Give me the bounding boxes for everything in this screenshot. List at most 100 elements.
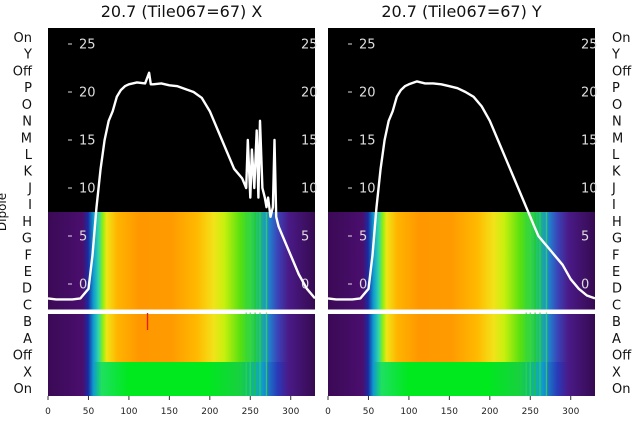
row-label: Y: [23, 48, 32, 63]
row-label: A: [612, 332, 621, 347]
chart-title: 20.7 (Tile067=67) Y: [381, 2, 542, 21]
waterfall-lower-b: [48, 362, 315, 396]
row-label: A: [23, 332, 32, 347]
y-tick-label: 0: [359, 278, 367, 293]
x-tick-label: 250: [522, 407, 539, 417]
plot-background: [328, 28, 595, 212]
row-label: L: [25, 148, 33, 163]
y-tick-label: 5: [79, 230, 87, 245]
waterfall-upper: [48, 212, 315, 311]
row-label: P: [24, 81, 32, 96]
row-label: M: [21, 131, 32, 146]
y-tick-label-edge: 15: [581, 134, 598, 149]
separator-line: [48, 309, 315, 313]
row-label: C: [612, 298, 621, 313]
row-label: K: [612, 165, 621, 180]
series-line: [47, 71, 316, 301]
y-tick-label: 25: [359, 38, 376, 53]
y-tick-label: 10: [359, 182, 376, 197]
row-label: H: [612, 215, 622, 230]
row-label: D: [612, 282, 622, 297]
row-label: X: [23, 365, 32, 380]
row-label: P: [612, 81, 620, 96]
y-tick-label-edge: 20: [581, 86, 598, 101]
row-label: Y: [611, 48, 620, 63]
y-tick-label: 10: [79, 182, 96, 197]
series-line: [327, 80, 596, 301]
row-label: On: [612, 382, 630, 397]
row-label: M: [612, 131, 623, 146]
row-label: Off: [612, 64, 632, 79]
x-tick-label: 150: [161, 407, 178, 417]
row-label: J: [27, 181, 32, 196]
x-tick-label: 50: [363, 407, 375, 417]
row-label: On: [14, 382, 32, 397]
row-label: E: [24, 265, 32, 280]
chart-title: 20.7 (Tile067=67) X: [101, 2, 263, 21]
y-tick-label-edge: 15: [301, 134, 318, 149]
row-label: X: [612, 365, 621, 380]
row-label: N: [612, 115, 622, 130]
x-tick-label: 250: [242, 407, 259, 417]
x-tick-label: 200: [201, 407, 218, 417]
row-label: Off: [13, 349, 33, 364]
y-axis-label: Dipole: [0, 193, 9, 231]
x-tick-label: 200: [481, 407, 498, 417]
y-tick-label: 15: [359, 134, 376, 149]
row-label: O: [22, 98, 32, 113]
x-tick-label: 50: [83, 407, 95, 417]
row-label: J: [611, 181, 616, 196]
row-label: I: [28, 198, 32, 213]
y-tick-label-edge: 0: [581, 278, 589, 293]
row-label: F: [25, 248, 32, 263]
x-tick-label: 150: [441, 407, 458, 417]
y-tick-label-edge: 20: [301, 86, 318, 101]
row-label: D: [22, 282, 32, 297]
y-tick-label-edge: 10: [301, 182, 318, 197]
row-label: Off: [612, 349, 632, 364]
row-label: L: [612, 148, 620, 163]
row-label: N: [22, 115, 32, 130]
waterfall-lower-b: [328, 362, 595, 396]
y-tick-label-edge: 5: [581, 230, 589, 245]
row-label: K: [23, 165, 32, 180]
x-tick-label: 100: [400, 407, 417, 417]
x-tick-label: 0: [45, 407, 51, 417]
row-label: On: [14, 31, 32, 46]
y-tick-label: 0: [79, 278, 87, 293]
y-tick-label-edge: 25: [581, 38, 598, 53]
y-tick-label: 5: [359, 230, 367, 245]
x-tick-label: 0: [325, 407, 331, 417]
row-label: H: [22, 215, 32, 230]
row-label: B: [612, 315, 621, 330]
row-label: O: [612, 98, 622, 113]
row-label: E: [612, 265, 620, 280]
x-tick-label: 100: [120, 407, 137, 417]
chart-panel: 0 5 10 15 20 250 5 10 15 20 25 20.7 (Tile067=67) X 0…: [0, 2, 318, 417]
row-label: B: [23, 315, 32, 330]
row-label: I: [612, 198, 616, 213]
row-label: Off: [13, 64, 33, 79]
waterfall-upper: [328, 212, 595, 311]
y-tick-label-edge: 25: [301, 38, 318, 53]
plot-background: [48, 28, 315, 212]
row-label: G: [22, 232, 32, 247]
x-tick-label: 300: [562, 407, 579, 417]
y-tick-label: 15: [79, 134, 96, 149]
row-label: On: [612, 31, 630, 46]
row-label: G: [612, 232, 622, 247]
x-tick-label: 300: [282, 407, 299, 417]
y-tick-label: 20: [79, 86, 96, 101]
separator-line: [328, 309, 595, 313]
waterfall-lower-a: [328, 314, 595, 362]
y-tick-label-edge: 5: [301, 230, 309, 245]
y-tick-label: 25: [79, 38, 96, 53]
y-tick-label-edge: 10: [581, 182, 598, 197]
row-label: F: [612, 248, 619, 263]
y-tick-label: 20: [359, 86, 376, 101]
row-label: C: [23, 298, 32, 313]
waterfall-lower-a: [48, 314, 315, 362]
